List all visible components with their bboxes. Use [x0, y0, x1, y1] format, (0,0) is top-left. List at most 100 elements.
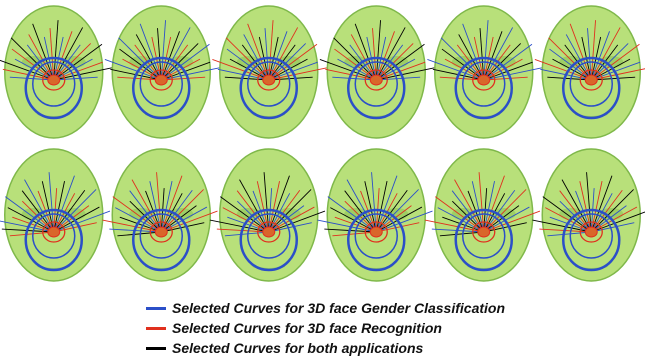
level-curve-outer — [239, 56, 298, 120]
legend-item-recognition: Selected Curves for 3D face Recognition — [146, 318, 566, 338]
radial-curve — [437, 207, 484, 233]
face-surface — [111, 148, 211, 282]
face-surface — [434, 148, 534, 282]
radial-curve — [590, 205, 627, 233]
nose-tip — [584, 74, 598, 86]
legend-item-gender: Selected Curves for 3D face Gender Class… — [146, 298, 566, 318]
legend-label-gender: Selected Curves for 3D face Gender Class… — [172, 300, 506, 316]
radial-curve — [268, 31, 288, 81]
radial-curve — [227, 216, 269, 233]
eye-shading-left — [236, 208, 261, 220]
level-curve-inner — [149, 69, 173, 91]
radial-curve — [117, 231, 162, 237]
level-curve-inner — [149, 221, 173, 243]
radial-curve — [212, 58, 269, 81]
radial-curve — [0, 220, 54, 233]
radial-curve — [471, 181, 485, 233]
radial-curve — [21, 190, 55, 233]
radial-curve — [549, 216, 592, 233]
radial-curve — [161, 67, 221, 81]
level-curve-inner — [472, 221, 496, 243]
radial-curve — [483, 43, 522, 81]
radial-curve — [591, 76, 636, 81]
face-2-4 — [317, 148, 433, 282]
radial-curve — [229, 58, 269, 81]
radial-curve — [579, 181, 592, 233]
radial-curve — [376, 58, 416, 81]
legend-label-both: Selected Curves for both applications — [172, 340, 424, 356]
radial-curve — [483, 206, 530, 233]
nose-tip — [154, 74, 168, 86]
radial-curve — [375, 205, 412, 233]
radial-curve — [0, 59, 54, 81]
radial-curve — [439, 231, 484, 237]
legend: Selected Curves for 3D face Gender Class… — [146, 298, 566, 358]
legend-swatch-both — [146, 346, 166, 350]
radial-curve — [7, 207, 54, 233]
eye-shading-left — [344, 56, 369, 68]
face-1-5 — [427, 5, 543, 139]
face-2-5 — [424, 148, 541, 282]
radial-curve — [268, 206, 315, 233]
level-curve-mid — [462, 61, 506, 107]
radial-curve — [334, 216, 377, 233]
radial-curve — [332, 76, 377, 81]
face-1-4 — [319, 5, 436, 139]
radial-curve — [53, 76, 98, 81]
radial-curve — [590, 31, 610, 81]
eye-shading-left — [21, 208, 46, 220]
radial-curve — [129, 190, 162, 233]
radial-curve — [479, 28, 485, 81]
eye-shading-right — [61, 208, 86, 220]
level-curve-inner — [579, 69, 603, 91]
radial-curve — [161, 210, 218, 233]
eye-shading-left — [344, 208, 369, 220]
radial-curve — [117, 76, 162, 81]
eye-shading-left — [559, 56, 584, 68]
eye-shading-left — [129, 56, 154, 68]
level-curve-outer — [132, 208, 191, 272]
radial-curve — [53, 43, 92, 81]
radial-curve — [591, 206, 638, 233]
radial-curve — [53, 181, 65, 233]
legend-item-both: Selected Curves for both applications — [146, 338, 566, 358]
level-curve-mid — [32, 213, 76, 259]
radial-curve — [483, 222, 527, 233]
eye-shading-right — [491, 208, 516, 220]
radial-curve — [350, 34, 377, 81]
face-1-3 — [212, 5, 328, 139]
legend-swatch-recognition — [146, 326, 166, 330]
radial-curve — [115, 207, 162, 233]
level-curve-inner — [257, 69, 281, 91]
face-2-6 — [532, 148, 645, 282]
radial-curve — [160, 31, 180, 81]
eye-shading-right — [169, 208, 194, 220]
radial-curve — [268, 190, 301, 233]
radial-curve — [119, 48, 162, 81]
radial-curve — [53, 210, 111, 233]
radial-curve — [483, 76, 528, 81]
radial-curve — [330, 207, 377, 233]
radial-curve — [376, 206, 423, 233]
face-surface — [541, 148, 641, 282]
eye-shading-right — [61, 56, 86, 68]
level-curve-mid — [569, 61, 613, 107]
radial-curve — [268, 76, 313, 81]
radial-curve — [545, 207, 592, 233]
legend-label-recognition: Selected Curves for 3D face Recognition — [172, 320, 442, 336]
radial-curve — [375, 31, 395, 81]
radial-curve — [243, 34, 270, 81]
nose-tip — [369, 226, 383, 238]
level-curve-inner — [42, 69, 66, 91]
radial-curve — [268, 210, 326, 233]
face-1-6 — [534, 5, 645, 139]
level-curve-mid — [139, 61, 183, 107]
level-curve-outer — [132, 56, 191, 120]
radial-curve — [317, 219, 377, 233]
face-2-1 — [0, 148, 111, 282]
radial-curve — [483, 67, 543, 81]
radial-curve — [11, 48, 55, 81]
radial-curve — [226, 48, 270, 81]
radial-curve — [424, 219, 484, 233]
face-figure — [0, 5, 645, 282]
